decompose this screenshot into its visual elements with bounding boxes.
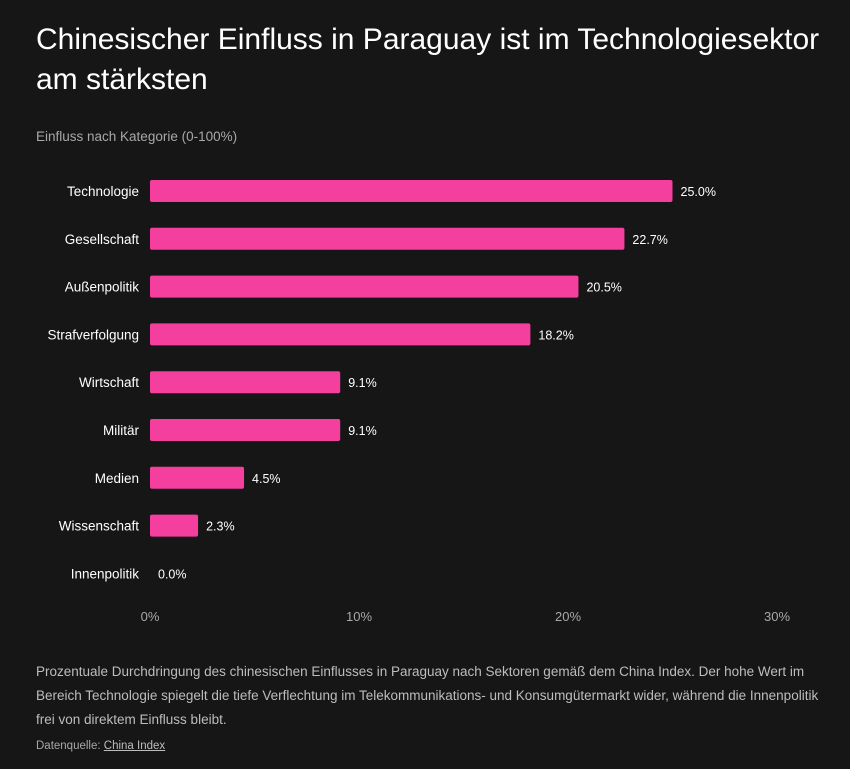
x-tick-label: 20% (555, 609, 581, 624)
chart-title: Chinesischer Einfluss in Paraguay ist im… (36, 23, 820, 96)
bar (150, 419, 341, 441)
data-label: 0.0% (158, 567, 187, 581)
data-label: 9.1% (348, 376, 377, 390)
category-label: Innenpolitik (71, 566, 140, 581)
bar (150, 180, 673, 202)
category-label: Militär (103, 423, 140, 438)
data-label: 9.1% (348, 424, 377, 438)
x-tick-label: 30% (764, 609, 790, 624)
data-label: 18.2% (538, 328, 573, 342)
category-label: Wissenschaft (59, 519, 140, 534)
data-source: Datenquelle: China Index (36, 740, 165, 752)
chart-description: Prozentuale Durchdringung des chinesisch… (36, 664, 819, 727)
source-link[interactable]: China Index (103, 740, 166, 752)
x-tick-label: 10% (346, 609, 372, 624)
category-label: Strafverfolgung (47, 327, 139, 342)
bar (150, 371, 341, 394)
bar (150, 466, 245, 489)
category-label: Technologie (67, 184, 139, 199)
data-label: 20.5% (586, 281, 621, 295)
x-tick-label: 0% (141, 609, 160, 624)
data-label: 2.3% (206, 520, 235, 534)
category-label: Außenpolitik (65, 280, 140, 295)
category-label: Medien (95, 471, 139, 486)
category-label: Gesellschaft (65, 232, 140, 247)
data-label: 25.0% (681, 185, 716, 199)
bar (150, 323, 531, 346)
bar (150, 275, 579, 298)
source-label: Datenquelle: (36, 740, 101, 752)
data-label: 4.5% (252, 472, 280, 486)
data-label: 22.7% (632, 233, 667, 247)
bar (150, 227, 625, 250)
bar-chart: Technologie 25.0% Gesellschaft 22.7% Außenpo… (47, 180, 790, 624)
category-label: Wirtschaft (79, 375, 139, 390)
bar (150, 514, 199, 537)
chart-subtitle: Einfluss nach Kategorie (0-100%) (36, 129, 238, 144)
